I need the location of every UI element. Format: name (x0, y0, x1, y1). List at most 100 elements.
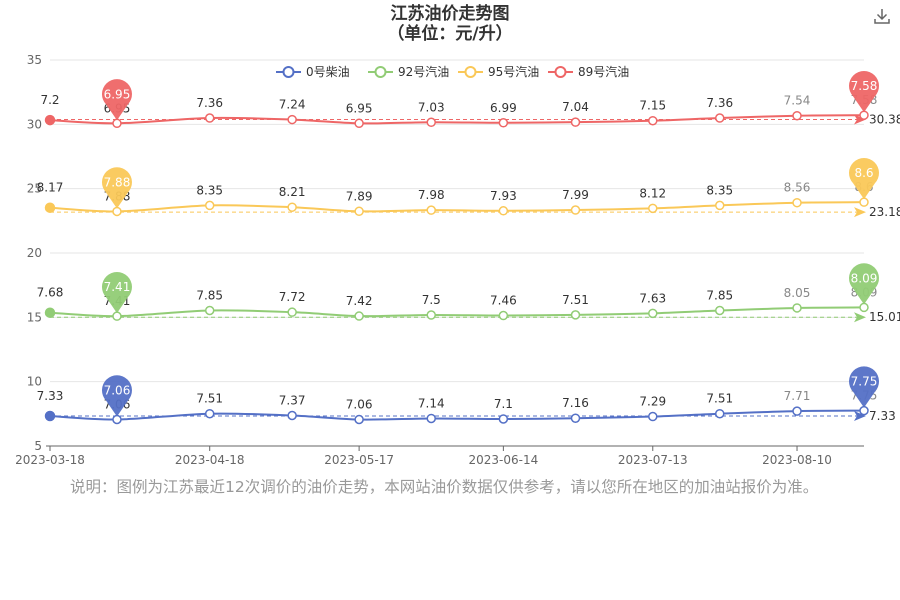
marker-pin-label: 7.88 (104, 175, 131, 189)
data-point[interactable] (792, 197, 802, 208)
data-point[interactable] (287, 202, 297, 212)
chart-title-line2: （单位：元/升） (387, 24, 513, 44)
data-label: 7.51 (196, 392, 223, 406)
marker-pin (849, 263, 880, 305)
data-point[interactable] (792, 406, 802, 416)
data-point[interactable] (44, 410, 56, 422)
data-point[interactable] (354, 206, 364, 217)
data-point[interactable] (426, 117, 436, 128)
data-label: 7.03 (418, 100, 445, 114)
data-point[interactable] (204, 408, 215, 419)
data-label: 7.04 (562, 100, 589, 114)
legend[interactable]: 0号柴油 92号汽油 95号汽油 89号汽油 (276, 64, 629, 79)
data-label: 7.1 (494, 397, 513, 411)
data-point[interactable] (287, 114, 297, 125)
data-point[interactable] (648, 115, 658, 126)
download-icon[interactable] (872, 6, 892, 26)
average-label: 30.38 (869, 112, 900, 126)
data-point[interactable] (44, 307, 56, 318)
marker-pin-label: 8.6 (854, 166, 873, 180)
data-label: 8.17 (37, 181, 64, 195)
data-point[interactable] (792, 110, 802, 121)
data-point[interactable] (354, 311, 364, 321)
average-label: 7.33 (869, 409, 896, 423)
data-point[interactable] (792, 303, 802, 313)
data-point[interactable] (859, 302, 869, 313)
data-label: 7.2 (40, 93, 59, 107)
average-line-arrow (854, 312, 866, 323)
data-point[interactable] (204, 113, 215, 123)
data-point[interactable] (498, 118, 509, 128)
average-line-arrow (854, 207, 866, 218)
data-point[interactable] (426, 205, 436, 215)
data-point[interactable] (287, 410, 297, 421)
data-point[interactable] (714, 113, 725, 123)
data-point[interactable] (112, 118, 122, 129)
data-label: 7.71 (784, 389, 811, 403)
data-label: 7.36 (706, 96, 733, 110)
axis-layer: 5 10 15 20 25 30 35 2023-03-18 2023-04-18 2023-05… (15, 53, 864, 467)
legend-circle-icon (554, 66, 567, 78)
data-label: 7.37 (279, 394, 306, 408)
data-point[interactable] (648, 308, 658, 319)
data-point[interactable] (714, 305, 725, 316)
marker-pin-label: 8.09 (851, 271, 878, 285)
data-label: 6.99 (490, 101, 517, 115)
data-label: 8.21 (279, 185, 306, 199)
data-point[interactable] (859, 405, 869, 416)
data-point[interactable] (570, 310, 581, 320)
legend-label: 0号柴油 (306, 65, 350, 79)
data-point[interactable] (426, 310, 436, 320)
legend-item[interactable]: 89号汽油 (548, 64, 629, 79)
marker-pin (849, 70, 879, 113)
data-label: 7.93 (490, 189, 517, 203)
data-label: 7.06 (346, 397, 373, 411)
data-point[interactable] (498, 310, 509, 321)
data-point[interactable] (287, 307, 297, 317)
data-point[interactable] (859, 110, 869, 120)
legend-item[interactable]: 0号柴油 (276, 65, 350, 79)
data-point[interactable] (648, 203, 658, 214)
data-point[interactable] (354, 414, 364, 425)
data-point[interactable] (112, 311, 122, 321)
data-label: 8.35 (196, 183, 223, 197)
data-point[interactable] (648, 411, 658, 422)
legend-circle-icon (374, 66, 387, 78)
data-point[interactable] (44, 202, 56, 213)
data-point[interactable] (426, 413, 436, 424)
data-point[interactable] (112, 414, 122, 425)
legend-label: 89号汽油 (578, 64, 629, 79)
data-point[interactable] (859, 197, 869, 207)
series-line (49, 409, 865, 421)
marker-pin-label: 7.75 (851, 375, 878, 389)
data-label: 7.72 (279, 290, 306, 304)
legend-item[interactable]: 95号汽油 (458, 64, 539, 79)
data-point[interactable] (204, 200, 215, 211)
y-tick-label: 25 (27, 182, 42, 196)
data-point[interactable] (204, 305, 215, 316)
data-label: 7.99 (562, 188, 589, 202)
data-point[interactable] (354, 118, 364, 129)
marker-pin (101, 271, 132, 314)
data-point[interactable] (570, 117, 581, 127)
data-label: 8.35 (706, 183, 733, 197)
x-tick-label: 2023-07-13 (618, 453, 688, 467)
y-tick-label: 15 (27, 310, 42, 324)
data-point[interactable] (44, 114, 56, 126)
data-point[interactable] (570, 413, 581, 423)
y-tick-label: 35 (27, 53, 42, 67)
data-label: 7.15 (639, 99, 666, 113)
x-tick-label: 2023-08-10 (762, 453, 832, 467)
x-tick-label: 2023-06-14 (468, 453, 538, 467)
data-point[interactable] (714, 408, 725, 419)
data-label: 7.89 (346, 189, 373, 203)
data-point[interactable] (112, 206, 122, 217)
data-label: 7.5 (422, 293, 441, 307)
data-point[interactable] (498, 414, 509, 424)
data-label: 7.29 (639, 395, 666, 409)
legend-item[interactable]: 92号汽油 (368, 64, 449, 79)
data-point[interactable] (498, 206, 509, 216)
data-point[interactable] (714, 200, 725, 211)
data-point[interactable] (570, 205, 581, 215)
